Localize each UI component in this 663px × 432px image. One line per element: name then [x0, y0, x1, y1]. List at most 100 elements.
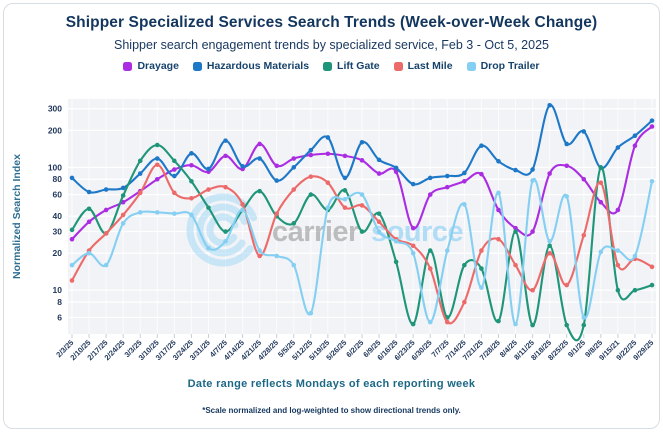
series-marker-hazardous-materials[interactable]	[274, 178, 280, 183]
series-marker-hazardous-materials[interactable]	[137, 171, 143, 176]
series-marker-hazardous-materials[interactable]	[479, 143, 484, 149]
series-marker-drayage[interactable]	[393, 169, 399, 175]
series-marker-lift-gate[interactable]	[376, 211, 382, 216]
series-marker-drop-trailer[interactable]	[598, 249, 604, 255]
series-marker-hazardous-materials[interactable]	[393, 165, 399, 171]
series-marker-hazardous-materials[interactable]	[547, 102, 552, 108]
series-marker-drayage[interactable]	[257, 141, 262, 147]
series-marker-lift-gate[interactable]	[547, 243, 552, 249]
series-marker-drayage[interactable]	[410, 225, 416, 231]
series-marker-drop-trailer[interactable]	[530, 178, 535, 183]
series-marker-lift-gate[interactable]	[462, 262, 467, 268]
series-marker-hazardous-materials[interactable]	[257, 156, 262, 161]
series-marker-lift-gate[interactable]	[120, 193, 126, 198]
series-marker-lift-gate[interactable]	[410, 321, 416, 327]
series-marker-lift-gate[interactable]	[615, 287, 621, 293]
series-marker-lift-gate[interactable]	[359, 229, 365, 234]
series-marker-last-mile[interactable]	[359, 203, 365, 208]
series-marker-drayage[interactable]	[325, 151, 331, 157]
legend-item-last-mile[interactable]: Last Mile	[393, 60, 453, 72]
series-marker-lift-gate[interactable]	[308, 192, 314, 197]
series-marker-lift-gate[interactable]	[564, 322, 570, 328]
series-marker-last-mile[interactable]	[223, 184, 228, 190]
series-marker-drop-trailer[interactable]	[223, 239, 228, 244]
series-marker-last-mile[interactable]	[257, 253, 262, 259]
series-marker-drayage[interactable]	[308, 152, 314, 158]
series-marker-hazardous-materials[interactable]	[172, 173, 177, 179]
series-marker-lift-gate[interactable]	[257, 188, 262, 194]
series-marker-drop-trailer[interactable]	[189, 212, 194, 218]
series-marker-lift-gate[interactable]	[513, 229, 518, 234]
legend-item-drayage[interactable]: Drayage	[123, 60, 179, 72]
series-marker-drayage[interactable]	[189, 162, 194, 168]
series-marker-drop-trailer[interactable]	[513, 321, 518, 327]
series-marker-last-mile[interactable]	[308, 174, 314, 179]
series-marker-lift-gate[interactable]	[530, 322, 535, 328]
series-marker-drayage[interactable]	[120, 199, 126, 205]
series-marker-drop-trailer[interactable]	[410, 250, 416, 256]
series-marker-drayage[interactable]	[649, 124, 655, 129]
series-marker-hazardous-materials[interactable]	[291, 165, 297, 170]
series-marker-hazardous-materials[interactable]	[325, 135, 331, 140]
series-marker-lift-gate[interactable]	[189, 178, 194, 184]
series-marker-drop-trailer[interactable]	[649, 178, 655, 184]
series-marker-drayage[interactable]	[564, 163, 570, 169]
series-marker-last-mile[interactable]	[137, 190, 143, 196]
series-marker-hazardous-materials[interactable]	[86, 189, 92, 195]
series-marker-drop-trailer[interactable]	[69, 262, 75, 268]
series-marker-last-mile[interactable]	[325, 180, 331, 185]
series-marker-drop-trailer[interactable]	[291, 262, 297, 268]
series-marker-last-mile[interactable]	[581, 232, 587, 238]
series-marker-lift-gate[interactable]	[342, 188, 348, 193]
series-marker-last-mile[interactable]	[462, 299, 467, 305]
legend-item-drop-trailer[interactable]: Drop Trailer	[466, 60, 540, 72]
series-marker-hazardous-materials[interactable]	[359, 139, 365, 145]
series-marker-last-mile[interactable]	[479, 248, 484, 253]
series-marker-drayage[interactable]	[496, 207, 501, 213]
series-marker-drop-trailer[interactable]	[240, 207, 245, 213]
series-marker-drayage[interactable]	[172, 167, 177, 172]
series-marker-drop-trailer[interactable]	[274, 253, 280, 259]
series-marker-drop-trailer[interactable]	[496, 190, 501, 196]
series-marker-last-mile[interactable]	[189, 195, 194, 201]
series-marker-hazardous-materials[interactable]	[427, 175, 433, 181]
series-marker-drayage[interactable]	[86, 219, 92, 225]
series-marker-hazardous-materials[interactable]	[444, 173, 450, 179]
series-marker-drop-trailer[interactable]	[632, 253, 638, 259]
series-marker-lift-gate[interactable]	[393, 259, 399, 265]
series-marker-drayage[interactable]	[342, 153, 348, 159]
series-marker-hazardous-materials[interactable]	[69, 175, 75, 181]
series-marker-drayage[interactable]	[103, 207, 109, 213]
series-marker-drayage[interactable]	[69, 236, 75, 242]
series-marker-lift-gate[interactable]	[649, 282, 655, 288]
series-marker-drop-trailer[interactable]	[137, 210, 143, 215]
series-marker-last-mile[interactable]	[274, 211, 280, 216]
series-marker-drayage[interactable]	[376, 171, 382, 176]
series-marker-drayage[interactable]	[547, 171, 552, 176]
series-marker-drayage[interactable]	[274, 163, 280, 169]
series-marker-drayage[interactable]	[598, 199, 604, 205]
series-marker-drop-trailer[interactable]	[479, 285, 484, 290]
series-marker-drayage[interactable]	[427, 192, 433, 197]
series-marker-lift-gate[interactable]	[206, 205, 211, 210]
series-marker-drop-trailer[interactable]	[206, 245, 211, 251]
series-marker-drop-trailer[interactable]	[359, 192, 365, 197]
series-marker-drop-trailer[interactable]	[120, 221, 126, 226]
series-marker-drayage[interactable]	[444, 184, 450, 190]
series-marker-drayage[interactable]	[462, 178, 467, 184]
series-marker-last-mile[interactable]	[427, 266, 433, 271]
series-marker-hazardous-materials[interactable]	[581, 129, 587, 134]
series-marker-lift-gate[interactable]	[223, 229, 228, 234]
series-marker-hazardous-materials[interactable]	[342, 175, 348, 181]
series-marker-drop-trailer[interactable]	[257, 248, 262, 253]
series-marker-lift-gate[interactable]	[137, 158, 143, 164]
series-marker-hazardous-materials[interactable]	[615, 145, 621, 150]
series-marker-drop-trailer[interactable]	[154, 210, 160, 215]
series-marker-hazardous-materials[interactable]	[120, 185, 126, 191]
series-marker-hazardous-materials[interactable]	[240, 163, 245, 169]
series-marker-drayage[interactable]	[359, 158, 365, 163]
series-marker-hazardous-materials[interactable]	[154, 156, 160, 161]
series-marker-drop-trailer[interactable]	[308, 310, 314, 316]
series-marker-last-mile[interactable]	[530, 287, 535, 293]
